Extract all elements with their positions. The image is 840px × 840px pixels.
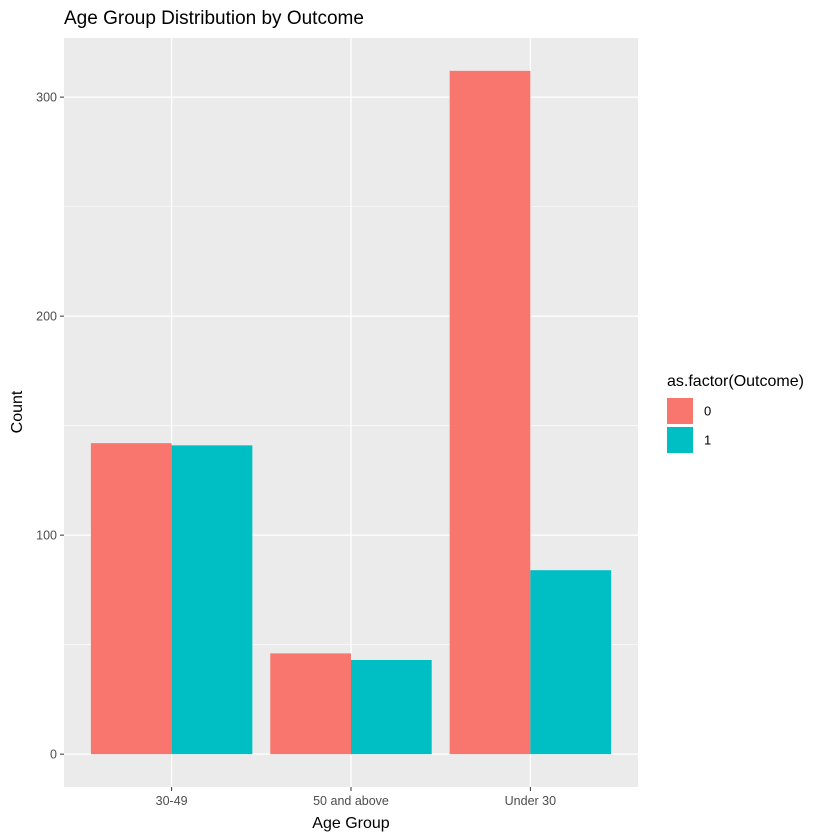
y-axis: 0 100 200 300: [36, 91, 64, 762]
x-axis-title: Age Group: [312, 815, 389, 832]
bar: [530, 570, 612, 755]
legend-key: [667, 427, 693, 453]
y-tick-label: 0: [50, 748, 57, 762]
bar: [270, 653, 351, 755]
x-tick-label: 30-49: [156, 794, 188, 808]
chart-title: Age Group Distribution by Outcome: [64, 8, 364, 29]
y-tick-label: 200: [36, 310, 57, 324]
y-axis-title: Count: [9, 390, 26, 433]
x-tick-label: Under 30: [505, 794, 556, 808]
x-axis: 30-49 50 and above Under 30: [156, 787, 556, 808]
legend-key: [667, 398, 693, 424]
bar: [171, 445, 253, 755]
bar: [351, 659, 432, 755]
legend-label: 1: [704, 433, 711, 448]
legend-label: 0: [704, 404, 711, 419]
bar: [90, 443, 172, 755]
legend-title: as.factor(Outcome): [667, 373, 804, 390]
bars: [90, 70, 612, 755]
legend: as.factor(Outcome) 0 1: [667, 373, 804, 453]
bar: [449, 70, 531, 755]
x-tick-label: 50 and above: [313, 794, 389, 808]
y-tick-label: 300: [36, 91, 57, 105]
y-tick-label: 100: [36, 529, 57, 543]
